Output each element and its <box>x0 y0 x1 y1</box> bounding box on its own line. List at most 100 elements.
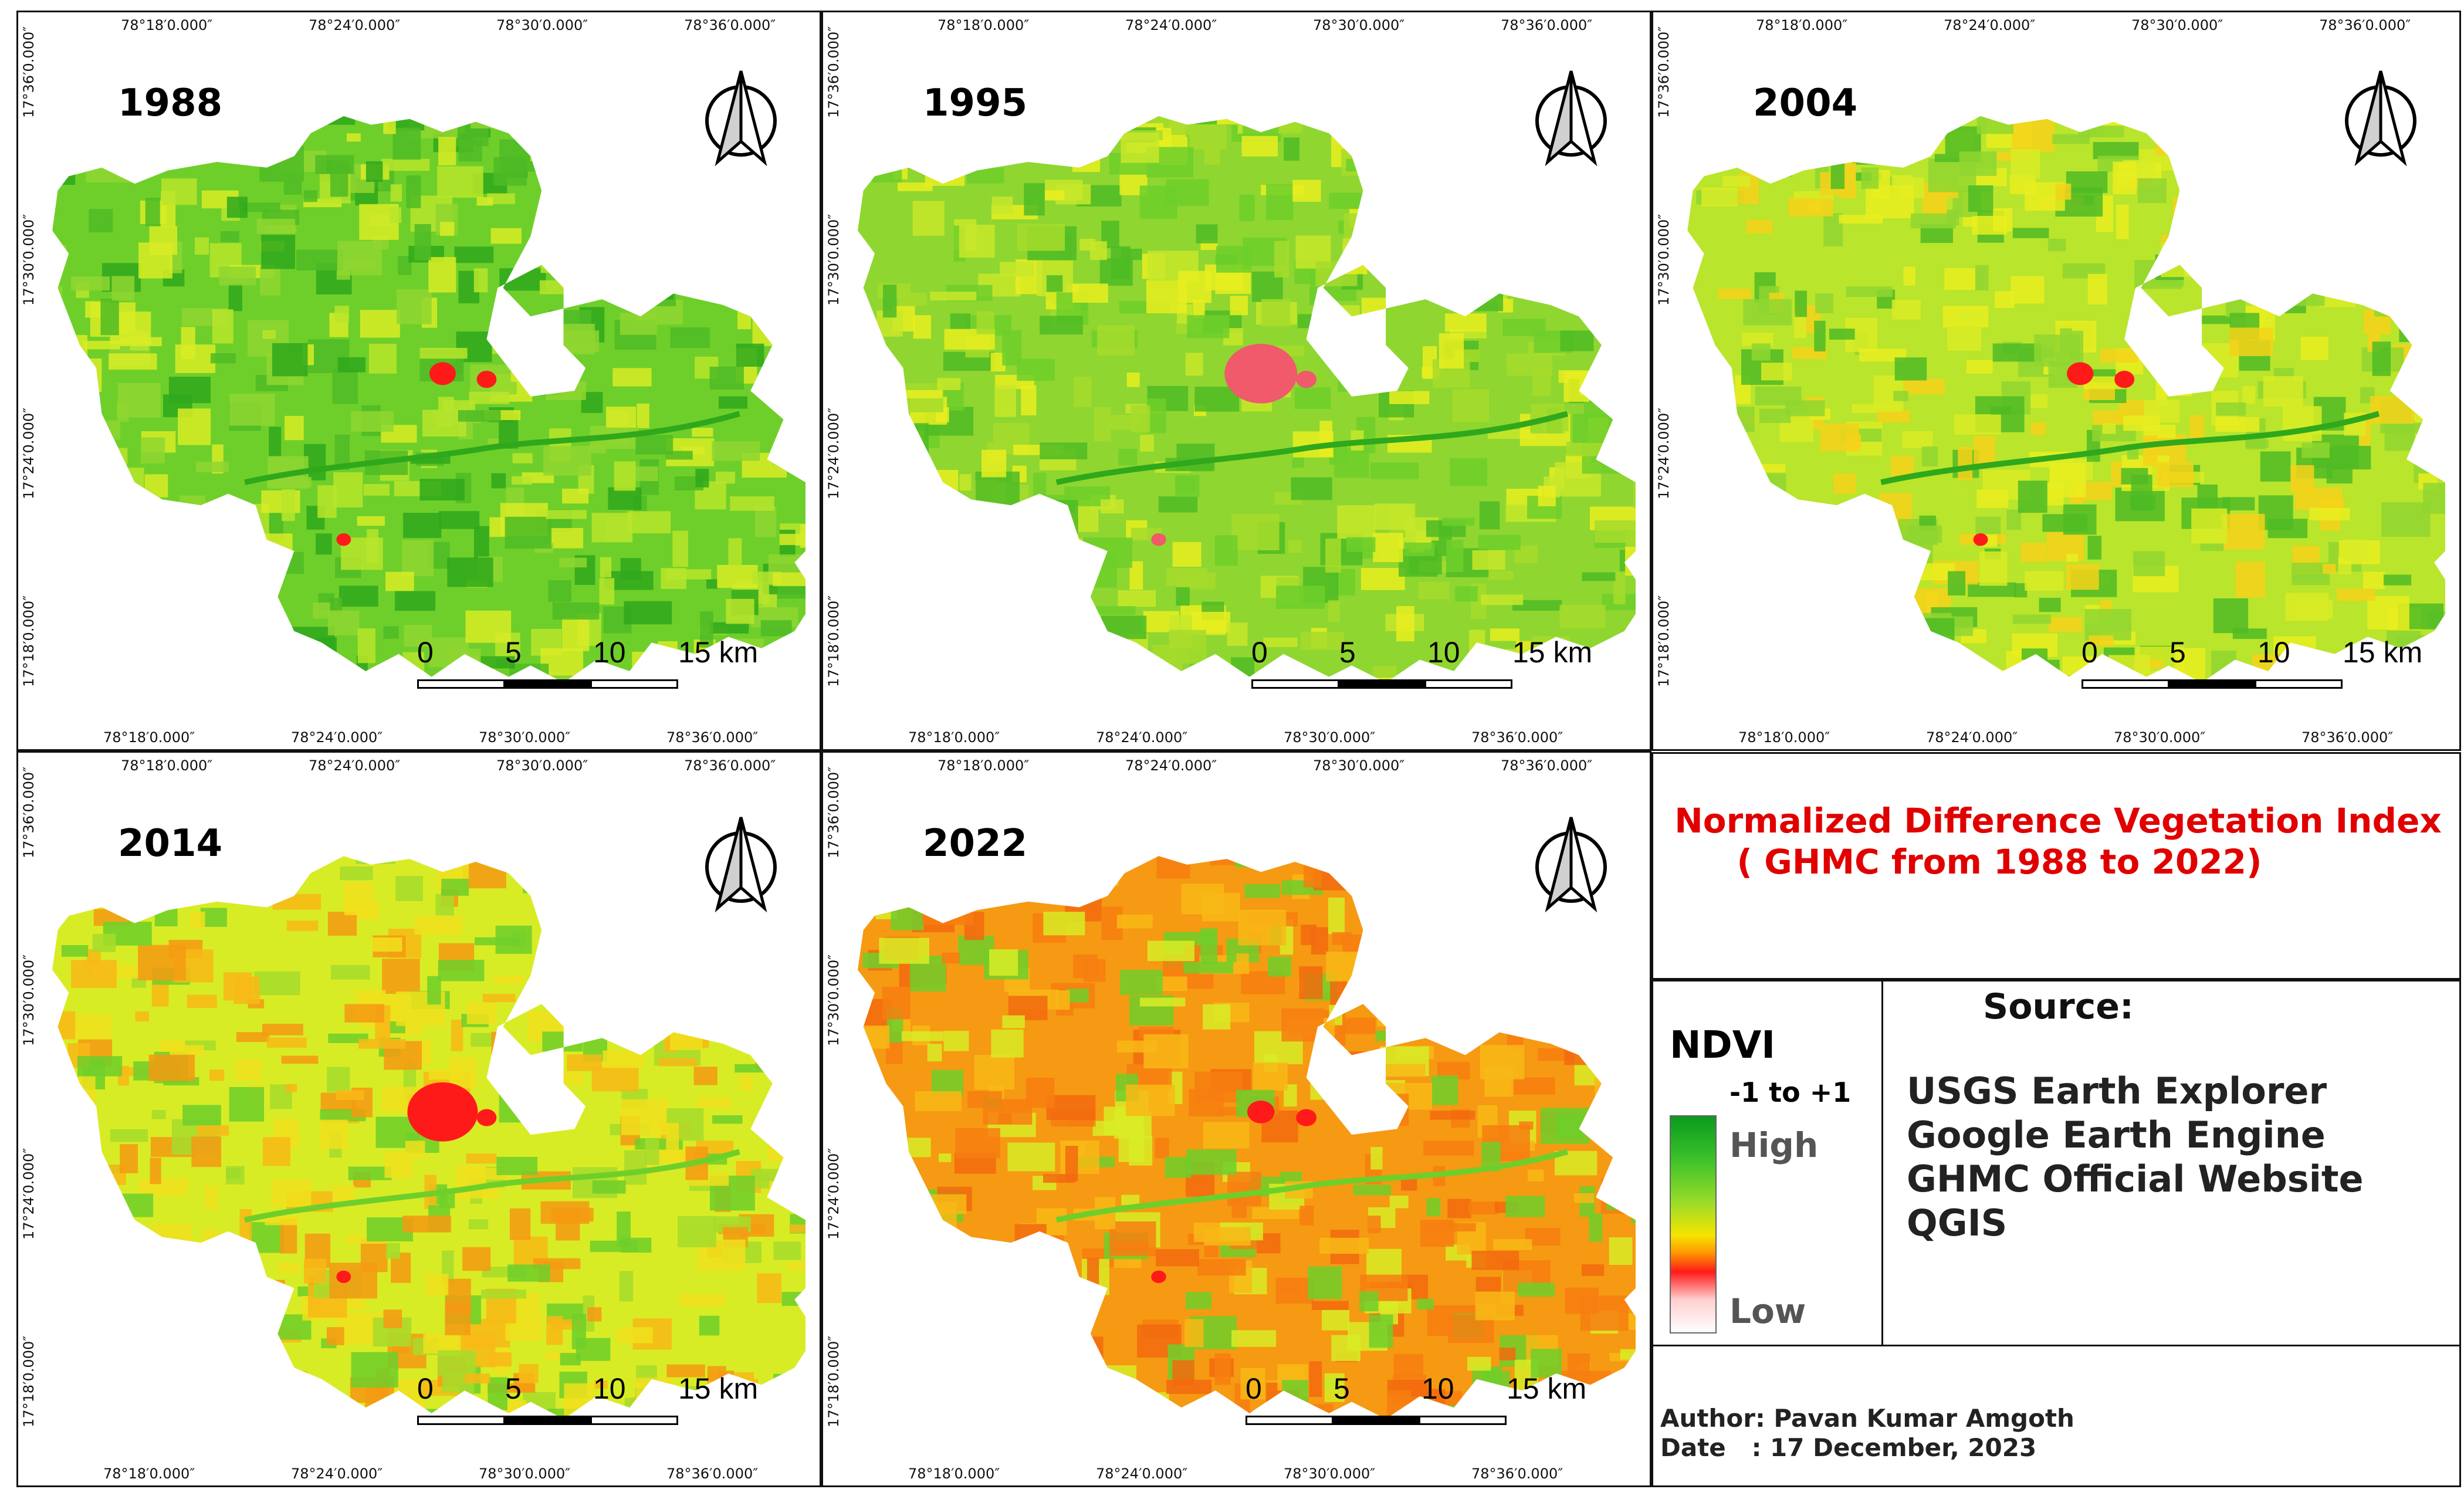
latitude-label: 17°30′0.000″ <box>21 954 37 1046</box>
longitude-label-top: 78°36′0.000″ <box>2319 17 2411 33</box>
scale-bar-label: 15 km <box>1512 636 1593 669</box>
legend-heading: NDVI <box>1670 1024 1776 1067</box>
longitude-label-bottom: 78°30′0.000″ <box>479 1465 571 1482</box>
scale-bar-label: 0 <box>417 1372 434 1405</box>
date-line: Date : 17 December, 2023 <box>1660 1433 2037 1462</box>
scale-bar-label: 10 <box>1421 1372 1454 1405</box>
scale-bar <box>1251 679 1512 689</box>
source-item: Google Earth Engine <box>1907 1113 2326 1156</box>
map-year-label: 1988 <box>118 82 223 125</box>
north-arrow-icon <box>705 70 777 167</box>
map-panel-2004: 2004 78°18′0.000″ 78°24′0.000″ 78°30′0.000″… <box>1651 11 2461 751</box>
map-year-label: 2004 <box>1753 82 1858 125</box>
scale-bar-label: 5 <box>505 1372 522 1405</box>
longitude-label-top: 78°24′0.000″ <box>309 757 401 774</box>
scale-bar <box>2081 679 2343 689</box>
longitude-label-top: 78°30′0.000″ <box>1313 17 1405 33</box>
ndvi-color-ramp <box>1670 1115 1717 1333</box>
title-box: Normalized Difference Vegetation Index (… <box>1651 752 2461 980</box>
scale-bar-label: 5 <box>2169 636 2186 669</box>
longitude-label-top: 78°30′0.000″ <box>496 17 588 33</box>
source-item: QGIS <box>1907 1201 2008 1244</box>
scale-bar-label: 5 <box>1333 1372 1350 1405</box>
longitude-label-top: 78°30′0.000″ <box>496 757 588 774</box>
longitude-label-top: 78°36′0.000″ <box>684 757 776 774</box>
latitude-label: 17°18′0.000″ <box>825 595 842 687</box>
longitude-label-top: 78°24′0.000″ <box>309 17 401 33</box>
map-panel-1988: 1988 78°18′0.000″ 78°24′0.000″ 78°30′0.000″… <box>16 11 821 751</box>
map-subtitle: ( GHMC from 1988 to 2022) <box>1737 842 2262 882</box>
author-line: Author: Pavan Kumar Amgoth <box>1660 1404 2074 1433</box>
longitude-label-top: 78°36′0.000″ <box>684 17 776 33</box>
latitude-label: 17°18′0.000″ <box>1656 595 1672 687</box>
longitude-label-bottom: 78°30′0.000″ <box>2114 729 2206 746</box>
longitude-label-bottom: 78°18′0.000″ <box>908 1465 1000 1482</box>
longitude-label-top: 78°30′0.000″ <box>1313 757 1405 774</box>
latitude-label: 17°24′0.000″ <box>1656 407 1672 499</box>
north-arrow-icon <box>1535 817 1607 913</box>
ndvi-map-2022 <box>858 856 1636 1419</box>
ndvi-map-1988 <box>52 116 805 683</box>
latitude-label: 17°18′0.000″ <box>21 595 37 687</box>
longitude-label-bottom: 78°24′0.000″ <box>1926 729 2018 746</box>
latitude-label: 17°30′0.000″ <box>1656 214 1672 306</box>
ndvi-map-2004 <box>1687 116 2445 683</box>
longitude-label-top: 78°18′0.000″ <box>937 757 1030 774</box>
longitude-label-bottom: 78°36′0.000″ <box>666 1465 759 1482</box>
scale-bar <box>417 1416 678 1425</box>
latitude-label: 17°36′0.000″ <box>21 766 37 858</box>
longitude-label-top: 78°36′0.000″ <box>1501 757 1593 774</box>
latitude-label: 17°18′0.000″ <box>21 1335 37 1427</box>
scale-bar-label: 10 <box>593 636 626 669</box>
scale-bar-label: 15 km <box>678 1372 759 1405</box>
longitude-label-bottom: 78°30′0.000″ <box>1284 1465 1376 1482</box>
source-item: GHMC Official Website <box>1907 1157 2364 1200</box>
longitude-label-bottom: 78°30′0.000″ <box>479 729 571 746</box>
longitude-label-top: 78°18′0.000″ <box>121 17 213 33</box>
scale-bar-label: 15 km <box>2343 636 2423 669</box>
longitude-label-bottom: 78°24′0.000″ <box>291 729 383 746</box>
longitude-label-bottom: 78°24′0.000″ <box>1096 729 1188 746</box>
source-item: USGS Earth Explorer <box>1907 1069 2327 1112</box>
latitude-label: 17°24′0.000″ <box>825 407 842 499</box>
longitude-label-bottom: 78°36′0.000″ <box>1471 729 1563 746</box>
scale-bar-label: 0 <box>1245 1372 1262 1405</box>
map-panel-1995: 1995 78°18′0.000″ 78°24′0.000″ 78°30′0.000″… <box>821 11 1651 751</box>
latitude-label: 17°30′0.000″ <box>21 214 37 306</box>
latitude-label: 17°30′0.000″ <box>825 954 842 1046</box>
map-year-label: 1995 <box>923 82 1028 125</box>
legend-range: -1 to +1 <box>1729 1077 1852 1108</box>
map-panel-2022: 2022 78°18′0.000″ 78°24′0.000″ 78°30′0.000″… <box>821 751 1651 1487</box>
longitude-label-top: 78°36′0.000″ <box>1501 17 1593 33</box>
longitude-label-bottom: 78°18′0.000″ <box>103 1465 195 1482</box>
map-title: Normalized Difference Vegetation Index <box>1674 801 2442 841</box>
scale-bar <box>1245 1416 1507 1425</box>
source-box: Source: USGS Earth Explorer Google Earth… <box>1881 980 2461 1346</box>
map-panel-2014: 2014 78°18′0.000″ 78°24′0.000″ 78°30′0.000″… <box>16 751 821 1487</box>
longitude-label-top: 78°24′0.000″ <box>1944 17 2036 33</box>
north-arrow-icon <box>2345 70 2416 167</box>
longitude-label-top: 78°24′0.000″ <box>1125 17 1217 33</box>
longitude-label-bottom: 78°18′0.000″ <box>908 729 1000 746</box>
latitude-label: 17°24′0.000″ <box>825 1148 842 1240</box>
scale-bar-label: 0 <box>1251 636 1268 669</box>
latitude-label: 17°36′0.000″ <box>825 766 842 858</box>
scale-bar-label: 10 <box>593 1372 626 1405</box>
credits-box: Author: Pavan Kumar Amgoth Date : 17 Dec… <box>1651 1345 2461 1487</box>
longitude-label-bottom: 78°24′0.000″ <box>291 1465 383 1482</box>
latitude-label: 17°18′0.000″ <box>825 1335 842 1427</box>
north-arrow-icon <box>705 817 777 913</box>
legend-high-label: High <box>1729 1125 1819 1165</box>
longitude-label-bottom: 78°18′0.000″ <box>103 729 195 746</box>
ndvi-map-2014 <box>52 856 805 1419</box>
longitude-label-bottom: 78°36′0.000″ <box>2301 729 2394 746</box>
latitude-label: 17°36′0.000″ <box>21 26 37 118</box>
longitude-label-bottom: 78°30′0.000″ <box>1284 729 1376 746</box>
latitude-label: 17°36′0.000″ <box>1656 26 1672 118</box>
legend-low-label: Low <box>1729 1291 1806 1331</box>
latitude-label: 17°24′0.000″ <box>21 1148 37 1240</box>
longitude-label-top: 78°18′0.000″ <box>937 17 1030 33</box>
longitude-label-bottom: 78°36′0.000″ <box>666 729 759 746</box>
legend-box: NDVI -1 to +1 High Low <box>1651 980 1883 1346</box>
scale-bar-label: 10 <box>1427 636 1460 669</box>
